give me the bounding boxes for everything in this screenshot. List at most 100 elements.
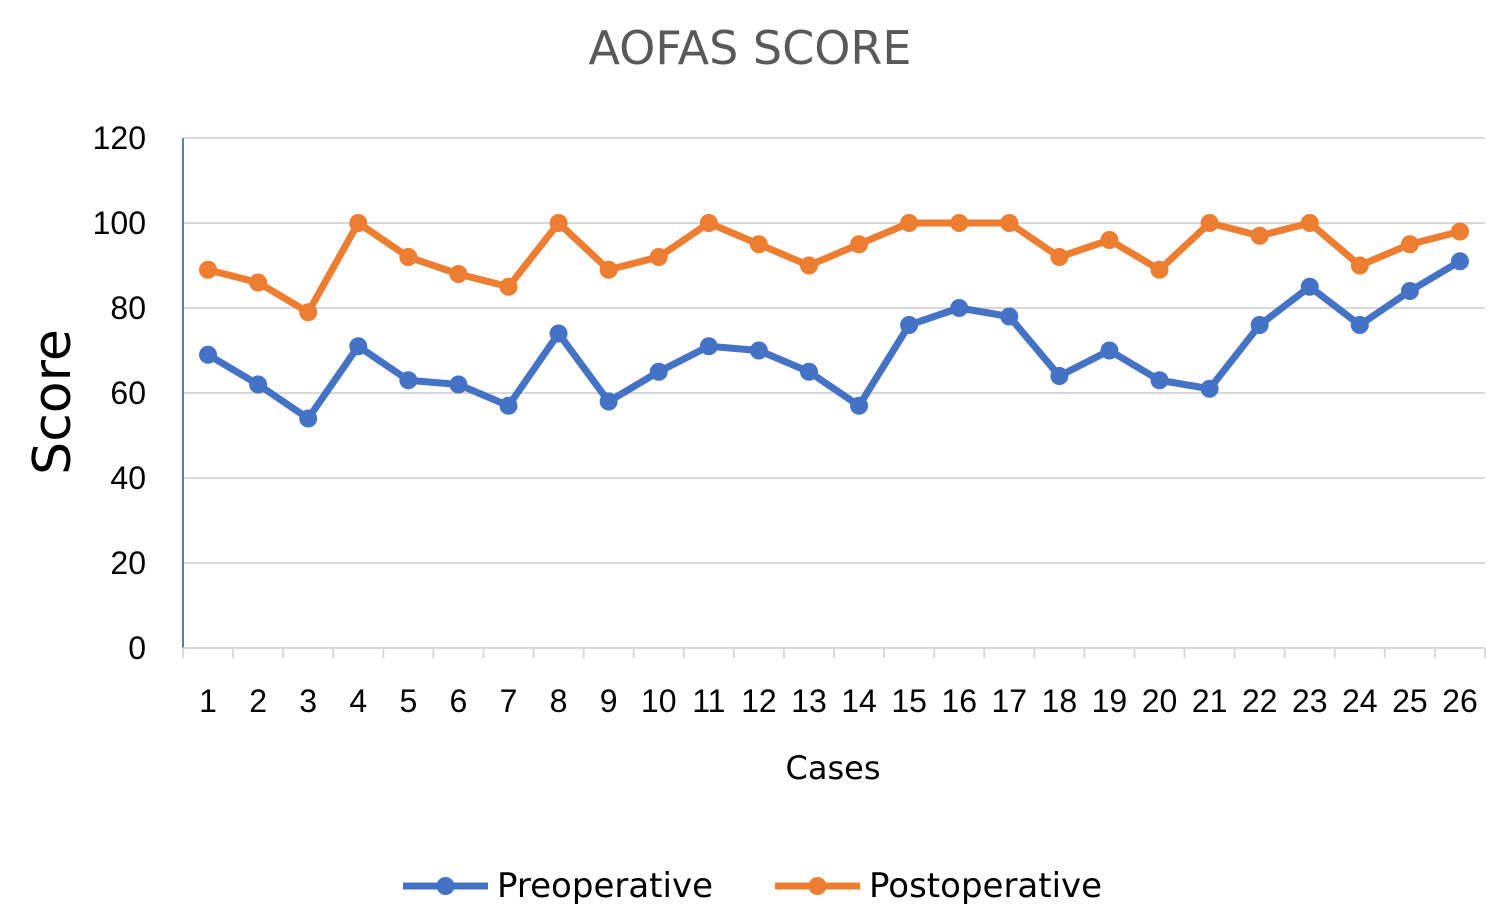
- x-tick-label: 25: [1392, 683, 1428, 719]
- chart-title: AOFAS SCORE: [589, 21, 912, 75]
- x-tick-label: 19: [1092, 683, 1128, 719]
- data-point: [649, 362, 668, 381]
- data-point: [900, 316, 919, 334]
- series-line: [206, 258, 1462, 422]
- x-tick-label: 15: [891, 683, 927, 719]
- data-point: [1300, 277, 1319, 296]
- x-tick-label: 20: [1142, 683, 1178, 719]
- legend: Preoperative Postoperative: [403, 866, 1102, 906]
- data-point: [950, 299, 969, 317]
- data-point: [399, 371, 418, 390]
- data-point: [499, 396, 518, 415]
- data-point: [449, 375, 468, 394]
- legend-label: Postoperative: [869, 866, 1102, 906]
- series-line: [207, 219, 1461, 316]
- data-point: [1200, 379, 1219, 398]
- series-postoperative: [199, 214, 1469, 322]
- x-tick-label: 17: [991, 683, 1027, 719]
- data-point: [199, 260, 218, 279]
- data-point: [549, 324, 568, 343]
- data-point: [499, 277, 518, 296]
- x-tick-label: 4: [349, 683, 367, 719]
- data-point: [649, 248, 668, 266]
- x-tick-label: 26: [1442, 683, 1478, 719]
- data-point: [349, 214, 368, 232]
- x-tick-label: 8: [550, 683, 568, 719]
- data-point: [699, 214, 718, 232]
- y-tick-label: 60: [110, 375, 146, 411]
- data-point: [799, 362, 818, 381]
- data-point: [1200, 214, 1219, 232]
- y-tick-label: 100: [93, 205, 146, 241]
- data-point: [1000, 307, 1019, 326]
- data-point: [1350, 316, 1369, 334]
- data-point: [1100, 231, 1119, 249]
- axes: [182, 138, 1486, 658]
- data-point: [599, 392, 618, 411]
- data-point: [299, 303, 318, 322]
- data-point: [199, 345, 218, 364]
- x-axis-label: Cases: [786, 749, 881, 787]
- data-point: [399, 248, 418, 266]
- x-tick-label: 9: [600, 683, 618, 719]
- x-tick-label: 7: [500, 683, 518, 719]
- data-point: [1000, 214, 1019, 232]
- data-point: [1450, 222, 1469, 241]
- legend-item-postoperative: Postoperative: [775, 866, 1102, 906]
- data-point: [749, 341, 768, 360]
- x-tick-label: 22: [1242, 683, 1278, 719]
- x-tick-label: 13: [791, 683, 827, 719]
- legend-item-preoperative: Preoperative: [403, 866, 713, 906]
- x-tick-label: 23: [1292, 683, 1328, 719]
- data-point: [1300, 214, 1319, 232]
- data-point: [1400, 235, 1419, 254]
- data-point: [950, 214, 969, 232]
- y-tick-label: 0: [128, 630, 146, 666]
- y-tick-labels: 0 20 40 60 80 100 120: [93, 120, 146, 666]
- x-tick-labels: 1 2 3 4 5 6 7 8 9 10 11 12 13 14 15 16 17 18 19 20 21 22 23 24 2…: [199, 683, 1478, 719]
- data-point: [299, 409, 318, 428]
- data-point: [850, 396, 869, 415]
- data-point: [1400, 282, 1419, 300]
- x-tick-label: 6: [450, 683, 468, 719]
- x-tick-label: 5: [399, 683, 417, 719]
- data-point: [449, 265, 468, 283]
- x-tick-label: 12: [741, 683, 777, 719]
- y-axis-label: Score: [23, 329, 83, 475]
- x-tick-label: 18: [1042, 683, 1078, 719]
- x-tick-label: 10: [641, 683, 677, 719]
- data-point: [599, 260, 618, 279]
- data-point: [549, 214, 568, 232]
- x-tick-label: 21: [1192, 683, 1228, 719]
- y-tick-label: 80: [110, 290, 146, 326]
- data-point: [1050, 367, 1069, 385]
- x-tick-label: 24: [1342, 683, 1378, 719]
- data-point: [1050, 248, 1069, 266]
- x-tick-label: 11: [692, 683, 725, 719]
- x-tick-label: 14: [841, 683, 877, 719]
- data-point: [1450, 252, 1469, 271]
- series-lines: [199, 214, 1469, 428]
- x-tick-label: 1: [199, 683, 217, 719]
- data-point: [349, 337, 368, 356]
- x-tick-label: 2: [249, 683, 267, 719]
- data-point: [850, 235, 869, 254]
- data-point: [249, 273, 268, 292]
- y-tick-label: 120: [93, 120, 146, 156]
- data-point: [699, 337, 718, 356]
- series-preoperative: [199, 252, 1469, 428]
- data-point: [799, 256, 818, 275]
- data-point: [900, 214, 919, 232]
- y-tick-label: 20: [110, 545, 146, 581]
- data-point: [749, 235, 768, 254]
- data-point: [1150, 260, 1169, 279]
- data-point: [1250, 316, 1269, 334]
- gridlines: [183, 137, 1485, 564]
- data-point: [1150, 371, 1169, 390]
- data-point: [1100, 341, 1119, 360]
- data-point: [1350, 256, 1369, 275]
- y-tick-label: 40: [110, 460, 146, 496]
- legend-label: Preoperative: [497, 866, 713, 906]
- data-point: [1250, 226, 1269, 245]
